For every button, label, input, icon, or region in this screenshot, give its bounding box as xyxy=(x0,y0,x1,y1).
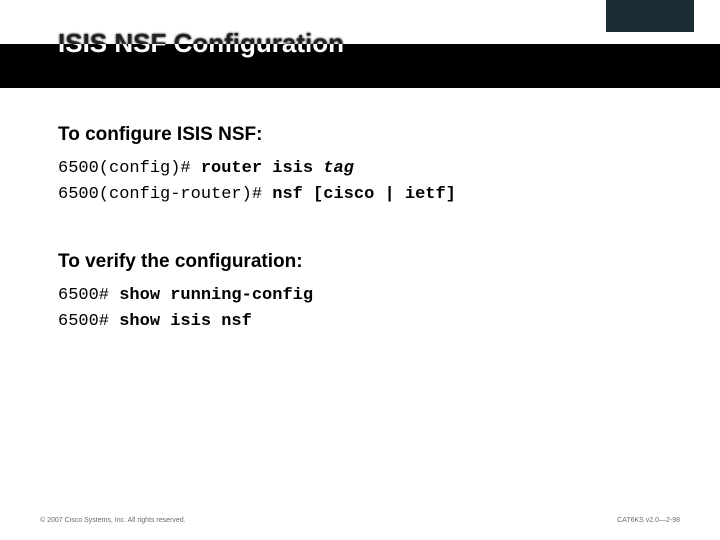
title-bar: ISIS NSF Configuration ISIS NSF Configur… xyxy=(0,0,720,88)
cmd-text: show running-config xyxy=(119,286,313,305)
slide-footer: © 2007 Cisco Systems, Inc. All rights re… xyxy=(0,506,720,524)
cmd-text: nsf [cisco | ietf] xyxy=(272,185,456,204)
cmd-line: 6500# show isis nsf xyxy=(58,309,662,335)
cmd-line: 6500# show running-config xyxy=(58,283,662,309)
cmd-text: show isis nsf xyxy=(119,312,252,331)
cmd-arg: tag xyxy=(323,159,354,178)
section-heading-verify: To verify the configuration: xyxy=(58,251,662,273)
accent-box xyxy=(606,0,694,32)
section-heading-configure: To configure ISIS NSF: xyxy=(58,124,662,146)
cmd-text: router isis xyxy=(201,159,323,178)
cmd-prompt: 6500(config)# xyxy=(58,159,201,178)
footer-slide-ref: CAT6KS v2.0—2-98 xyxy=(617,517,680,524)
cmd-line: 6500(config-router)# nsf [cisco | ietf] xyxy=(58,182,662,208)
page-title-overlay: ISIS NSF Configuration xyxy=(58,28,344,44)
cmd-prompt: 6500# xyxy=(58,312,119,331)
footer-copyright: © 2007 Cisco Systems, Inc. All rights re… xyxy=(40,517,186,524)
slide-content: To configure ISIS NSF: 6500(config)# rou… xyxy=(0,88,720,335)
cmd-line: 6500(config)# router isis tag xyxy=(58,156,662,182)
cmd-prompt: 6500# xyxy=(58,286,119,305)
page-title: ISIS NSF Configuration ISIS NSF Configur… xyxy=(58,28,344,59)
cmd-prompt: 6500(config-router)# xyxy=(58,185,272,204)
